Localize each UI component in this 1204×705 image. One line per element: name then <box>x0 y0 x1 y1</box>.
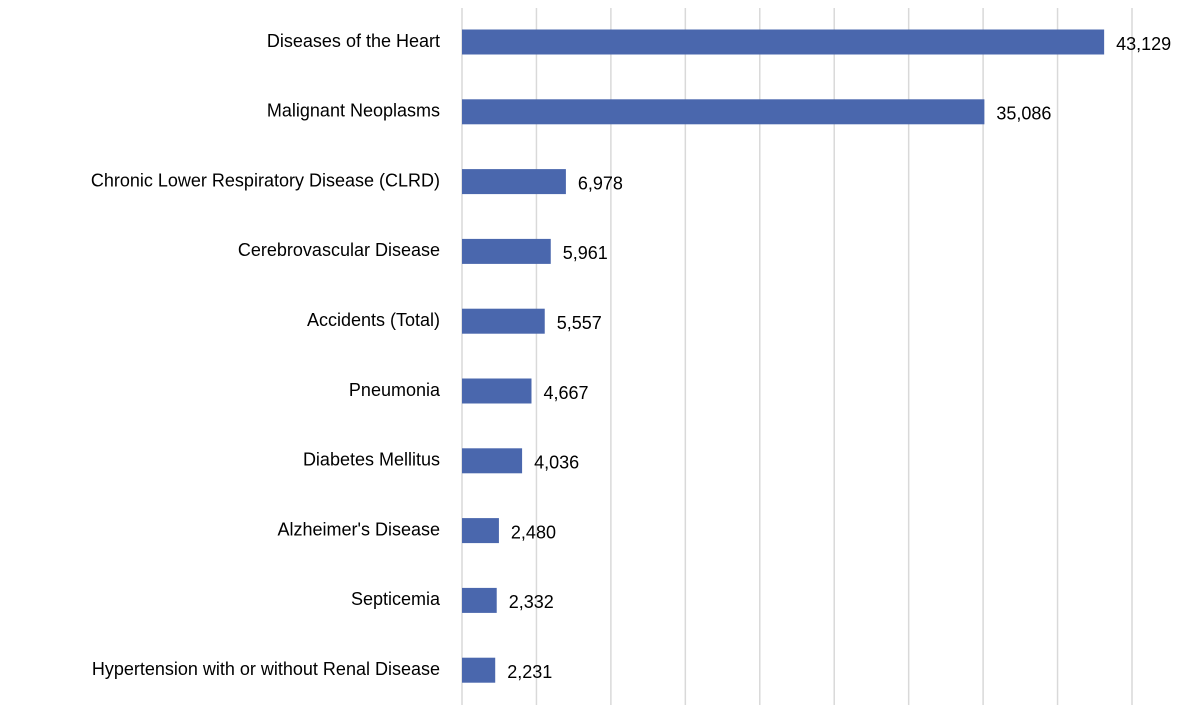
category-label: Diabetes Mellitus <box>303 450 440 470</box>
category-label: Diseases of the Heart <box>267 31 440 51</box>
category-label: Alzheimer's Disease <box>278 519 441 539</box>
value-label: 4,036 <box>534 453 579 473</box>
value-label: 43,129 <box>1116 34 1171 54</box>
value-label: 5,557 <box>557 313 602 333</box>
category-label: Accidents (Total) <box>307 310 440 330</box>
value-label: 5,961 <box>563 243 608 263</box>
bar <box>462 448 523 474</box>
category-label: Hypertension with or without Renal Disea… <box>92 659 440 679</box>
bar <box>462 238 551 264</box>
bar <box>462 587 497 613</box>
category-label: Septicemia <box>351 589 441 609</box>
bar <box>462 657 496 683</box>
bar <box>462 29 1105 55</box>
category-label: Pneumonia <box>349 380 441 400</box>
value-label: 35,086 <box>996 104 1051 124</box>
value-label: 4,667 <box>543 383 588 403</box>
value-label: 2,231 <box>507 662 552 682</box>
bar <box>462 518 499 544</box>
bar <box>462 169 566 195</box>
bar <box>462 308 545 334</box>
bar <box>462 378 532 404</box>
value-label: 6,978 <box>578 173 623 193</box>
value-label: 2,332 <box>509 592 554 612</box>
category-label: Malignant Neoplasms <box>267 101 440 121</box>
value-label: 2,480 <box>511 522 556 542</box>
category-label: Chronic Lower Respiratory Disease (CLRD) <box>91 170 440 190</box>
bar <box>462 99 985 125</box>
category-label: Cerebrovascular Disease <box>238 240 440 260</box>
